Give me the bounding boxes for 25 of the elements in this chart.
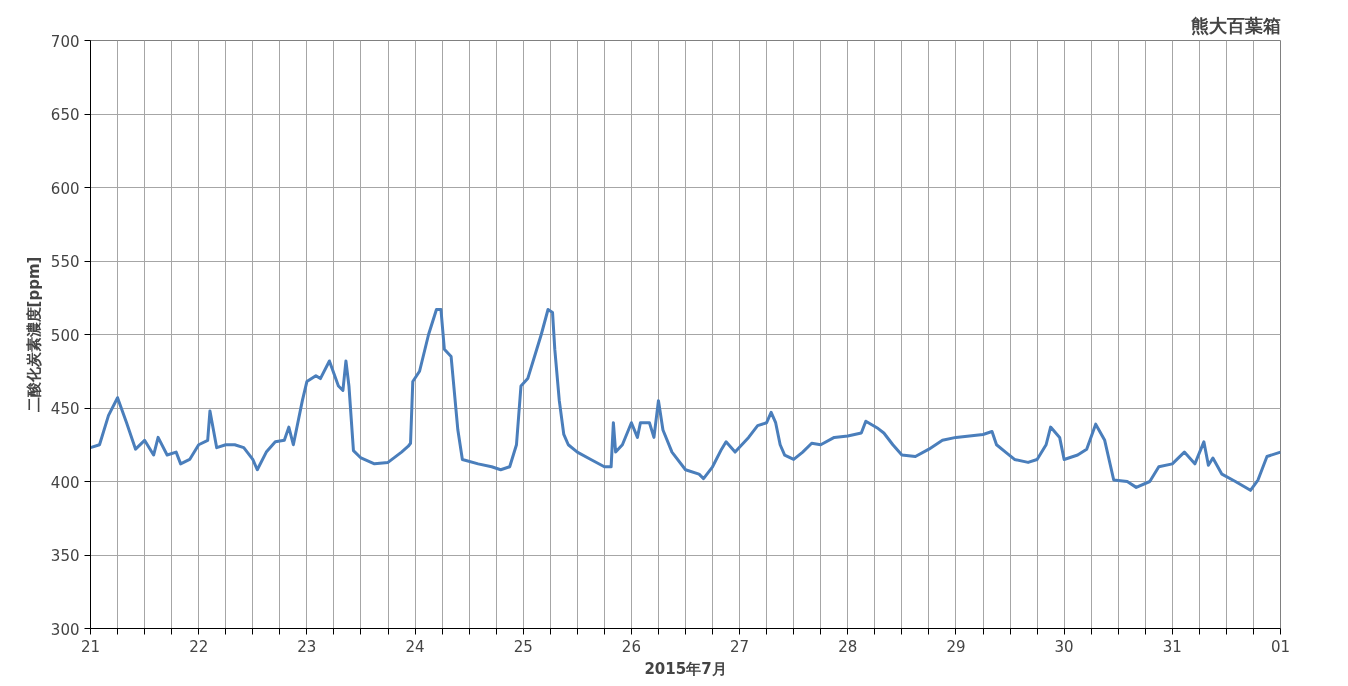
line-series xyxy=(90,308,1281,492)
x-tick-label: 26 xyxy=(621,637,641,656)
x-tick-label: 25 xyxy=(513,637,533,656)
x-tick-label: 21 xyxy=(80,637,101,656)
y-tick-label: 600 xyxy=(50,179,80,198)
chart-title: 熊大百葉箱 xyxy=(1190,14,1281,36)
y-tick-label: 550 xyxy=(50,253,80,271)
y-tick-label: 650 xyxy=(50,106,80,124)
x-tick-label: 24 xyxy=(405,637,425,656)
y-tick-label: 300 xyxy=(50,620,80,639)
y-tick-label: 400 xyxy=(50,473,80,492)
y-tick-label: 450 xyxy=(50,400,80,418)
x-tick-label: 23 xyxy=(297,637,317,656)
x-tick-label: 01 xyxy=(1270,637,1291,656)
y-tick-label: 350 xyxy=(50,547,80,565)
y-tick-label: 500 xyxy=(50,326,80,345)
x-tick-label: 31 xyxy=(1162,637,1182,656)
x-tick-label: 30 xyxy=(1054,637,1074,656)
x-axis-title: 2015年7月 xyxy=(644,659,727,678)
y-tick-label: 700 xyxy=(50,32,80,51)
x-tick-label: 29 xyxy=(946,637,966,656)
x-tick-label: 22 xyxy=(189,637,209,656)
x-tick-label: 27 xyxy=(730,637,750,656)
y-axis-title: 二酸化炭素濃度[ppm] xyxy=(24,256,43,413)
x-tick-label: 28 xyxy=(838,637,858,656)
